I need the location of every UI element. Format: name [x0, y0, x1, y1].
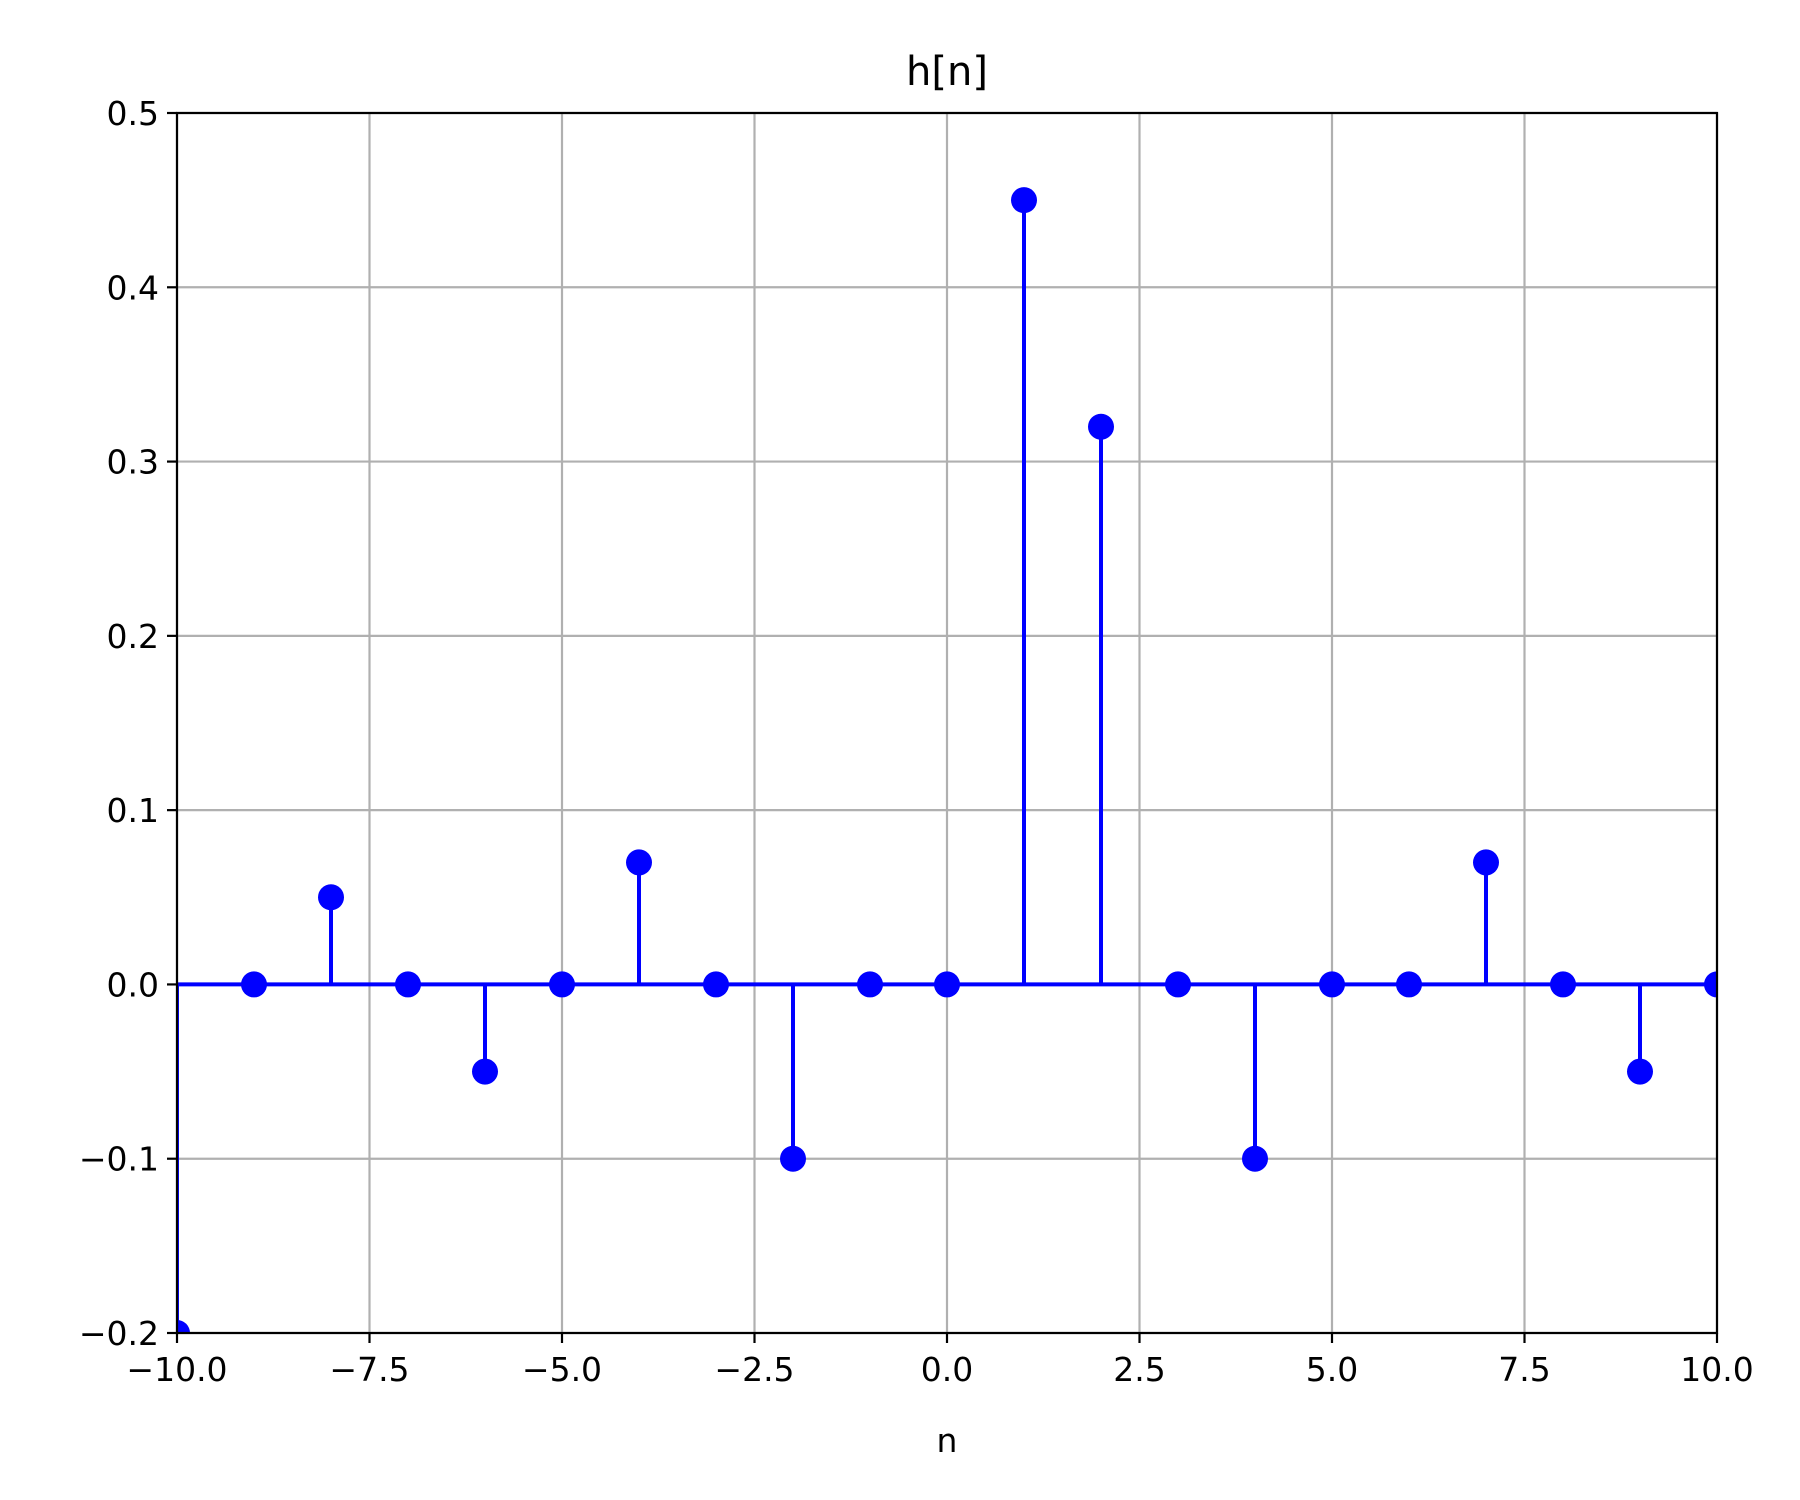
stem-marker [1473, 849, 1499, 876]
stem-marker [857, 971, 883, 998]
y-tick-label: 0.4 [107, 268, 159, 307]
stem-marker [703, 971, 729, 998]
stem-marker [395, 971, 421, 998]
x-tick-label: −5.0 [522, 1350, 602, 1389]
stem-marker [626, 849, 652, 876]
stem-marker [549, 971, 575, 998]
stem-marker [780, 1145, 806, 1172]
y-tick-label: 0.1 [107, 791, 159, 830]
stem-marker [1704, 971, 1717, 998]
y-tick-label: −0.1 [79, 1140, 159, 1179]
y-tick-label: 0.5 [107, 94, 159, 133]
stem-marker [241, 971, 267, 998]
grid-lines [175, 111, 1719, 1335]
stem-marker [1319, 971, 1345, 998]
stem-marker [472, 1058, 498, 1085]
x-tick-label: 0.0 [921, 1350, 973, 1389]
stem-marker [1088, 413, 1114, 440]
x-tick-label: −7.5 [329, 1350, 409, 1389]
stem-marker [1011, 187, 1037, 214]
y-tick-label: 0.2 [107, 617, 159, 656]
chart-title: h[n] [906, 49, 988, 95]
y-tick-label: 0.3 [107, 443, 159, 482]
stem-marker [318, 884, 344, 911]
stem-marker [177, 1320, 190, 1333]
y-tick-label: −0.2 [79, 1314, 159, 1353]
axis-ticks: −10.0 −7.5 −5.0 −2.5 0.0 2.5 5.0 7.5 10.0 −0.2 −0.… [79, 94, 1754, 1389]
x-tick-label: 10.0 [1680, 1350, 1753, 1389]
stem-marker [1242, 1145, 1268, 1172]
stem-marker [1550, 971, 1576, 998]
x-tick-label: 5.0 [1306, 1350, 1358, 1389]
x-tick-label: 7.5 [1498, 1350, 1550, 1389]
x-tick-label: −10.0 [126, 1350, 227, 1389]
stem-marker [934, 971, 960, 998]
x-tick-label: 2.5 [1113, 1350, 1165, 1389]
y-tick-label: 0.0 [107, 965, 159, 1004]
stem-series [177, 187, 1717, 1333]
stem-marker [1165, 971, 1191, 998]
x-axis-label: n [937, 1421, 958, 1460]
stem-marker [1627, 1058, 1653, 1085]
x-tick-label: −2.5 [714, 1350, 794, 1389]
stem-marker [1396, 971, 1422, 998]
